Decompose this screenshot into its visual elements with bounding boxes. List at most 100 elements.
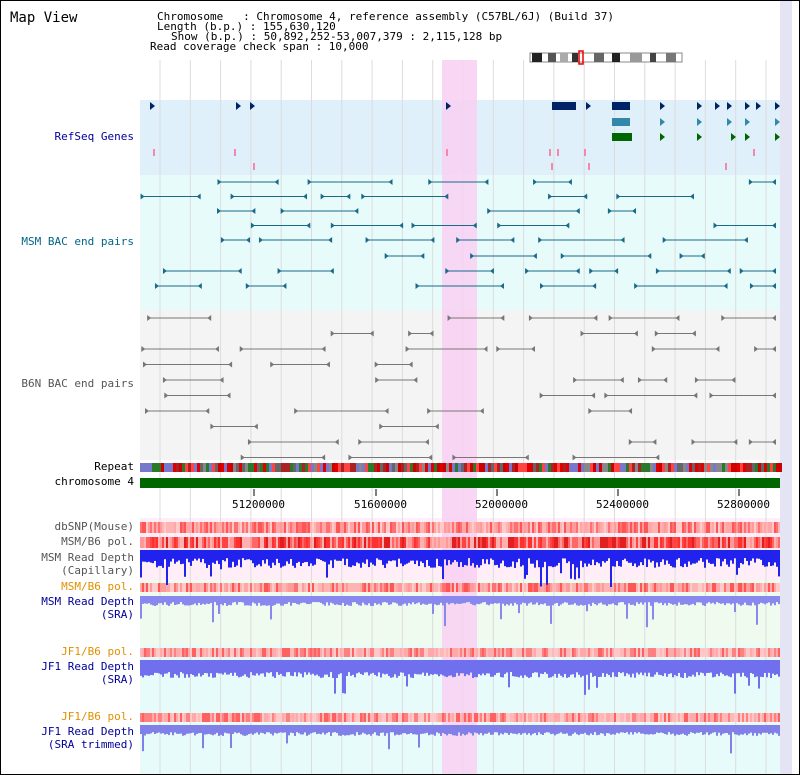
- depth-bar: [318, 596, 320, 603]
- heat-cell: [230, 537, 232, 548]
- depth-bar: [206, 550, 208, 568]
- heat-cell: [204, 648, 206, 657]
- ideogram-marker: [578, 50, 584, 65]
- track-label-jf1-depth-trimmed[interactable]: JF1 Read Depth: [41, 725, 134, 738]
- depth-bar: [534, 660, 536, 673]
- depth-bar: [386, 550, 388, 564]
- depth-bar: [212, 550, 214, 563]
- track-label-msm-depth-capillary[interactable]: MSM Read Depth: [41, 551, 134, 564]
- heat-cell: [188, 713, 190, 722]
- heat-cell: [248, 648, 250, 657]
- track-label-chromosome[interactable]: chromosome 4: [54, 475, 134, 488]
- depth-bar: [568, 550, 570, 562]
- track-label-refseq[interactable]: RefSeq Genes: [54, 130, 134, 143]
- heat-cell: [422, 648, 424, 657]
- heat-cell: [608, 713, 610, 722]
- heat-cell: [384, 537, 386, 548]
- heat-cell: [680, 713, 682, 722]
- depth-bar: [766, 550, 768, 567]
- heat-cell: [278, 648, 280, 657]
- depth-bar: [508, 660, 510, 688]
- heat-cell: [730, 713, 732, 722]
- depth-bar: [750, 725, 752, 733]
- depth-bar: [234, 725, 236, 733]
- depth-bar: [358, 596, 360, 606]
- heat-cell: [766, 537, 768, 548]
- track-label-jf1-depth-sra[interactable]: JF1 Read Depth: [41, 660, 134, 673]
- track-label-msm-b6-pol-2[interactable]: MSM/B6 pol.: [61, 580, 134, 593]
- heat-cell: [654, 583, 656, 592]
- depth-bar: [258, 550, 260, 565]
- depth-bar: [594, 596, 596, 605]
- depth-bar: [146, 660, 148, 676]
- heat-cell: [604, 522, 606, 533]
- bac-end: [253, 423, 258, 430]
- track-label-msm-bac[interactable]: MSM BAC end pairs: [21, 235, 134, 248]
- heat-cell: [602, 537, 604, 548]
- heat-cell: [180, 522, 182, 533]
- heat-cell: [768, 537, 770, 548]
- depth-bar: [578, 660, 580, 675]
- track-label-jf1-b6-pol-2[interactable]: JF1/B6 pol.: [61, 710, 134, 723]
- heat-cell: [702, 537, 704, 548]
- track-label-jf1-b6-pol[interactable]: JF1/B6 pol.: [61, 645, 134, 658]
- track-label-b6n-bac[interactable]: B6N BAC end pairs: [21, 377, 134, 390]
- heat-cell: [462, 522, 464, 533]
- depth-bar: [298, 660, 300, 673]
- depth-bar: [148, 660, 150, 676]
- depth-bar: [708, 725, 710, 736]
- track-label-dbsnp[interactable]: dbSNP(Mouse): [54, 520, 134, 533]
- heat-cell: [358, 713, 360, 722]
- track-label-msm-b6-pol[interactable]: MSM/B6 pol.: [61, 535, 134, 548]
- depth-bar: [352, 660, 354, 675]
- repeat-segment: [707, 463, 710, 472]
- depth-bar: [278, 725, 280, 733]
- heat-cell: [744, 537, 746, 548]
- depth-bar: [166, 550, 168, 585]
- heat-cell: [552, 522, 554, 533]
- track-label-msm-depth-sra[interactable]: MSM Read Depth: [41, 595, 134, 608]
- heat-cell: [594, 583, 596, 592]
- depth-bar: [570, 660, 572, 675]
- repeat-segment: [248, 463, 251, 472]
- repeat-segment: [173, 463, 176, 472]
- depth-bar: [212, 725, 214, 736]
- depth-bar: [346, 725, 348, 736]
- heat-cell: [662, 648, 664, 657]
- heat-cell: [588, 713, 590, 722]
- gene-arrow: [697, 133, 702, 141]
- depth-bar: [592, 725, 594, 735]
- heat-cell: [450, 648, 452, 657]
- heat-cell: [692, 583, 694, 592]
- heat-cell: [276, 522, 278, 533]
- heat-cell: [682, 583, 684, 592]
- depth-bar: [720, 550, 722, 567]
- depth-bar: [458, 725, 460, 733]
- track-label-repeat[interactable]: Repeat: [94, 460, 134, 473]
- heat-cell: [522, 537, 524, 548]
- repeat-segment: [626, 463, 629, 472]
- heat-cell: [774, 713, 776, 722]
- repeat-segment: [335, 463, 338, 472]
- heat-cell: [680, 648, 682, 657]
- heat-cell: [618, 713, 620, 722]
- heat-cell: [460, 648, 462, 657]
- depth-bar: [604, 725, 606, 736]
- heat-cell: [700, 583, 702, 592]
- heat-cell: [484, 583, 486, 592]
- bac-end: [772, 268, 776, 274]
- bac-end: [539, 392, 544, 399]
- heat-cell: [726, 537, 728, 548]
- refseq-tick: [446, 149, 448, 156]
- heat-cell: [760, 713, 762, 722]
- heat-cell: [194, 522, 196, 533]
- heat-cell: [506, 522, 508, 533]
- depth-bar: [486, 550, 488, 560]
- gene-arrow: [745, 102, 750, 110]
- heat-cell: [206, 583, 208, 592]
- heat-cell: [558, 713, 560, 722]
- heat-cell: [214, 537, 216, 548]
- repeat-segment: [548, 463, 551, 472]
- depth-bar: [160, 725, 162, 734]
